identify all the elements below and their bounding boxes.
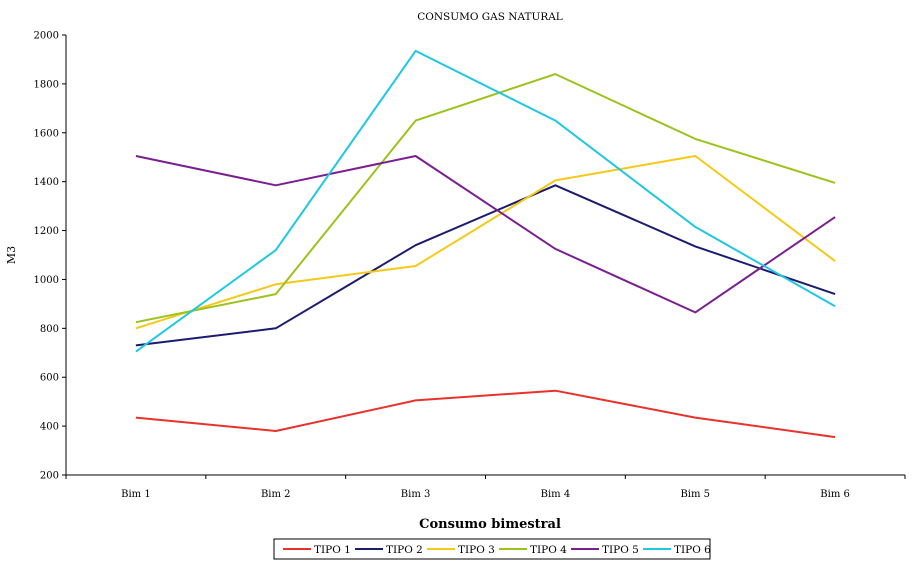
series-line-tipo-4 bbox=[135, 73, 836, 324]
y-tick-label: 800 bbox=[40, 324, 59, 335]
x-tick-label: Bim 4 bbox=[541, 489, 571, 500]
x-tick-label: Bim 3 bbox=[401, 489, 431, 500]
legend: TIPO 1 TIPO 2 TIPO 3 TIPO 4 TIPO 5 TIPO 6 bbox=[273, 538, 711, 560]
y-axis-ticks: 200 400 600 800 1000 1200 1400 1600 1800 2000 bbox=[34, 31, 66, 482]
y-tick-label: 200 bbox=[40, 471, 59, 482]
x-axis-label: Consumo bimestral bbox=[419, 517, 561, 532]
x-axis-ticks: Bim 1 Bim 2 Bim 3 Bim 4 Bim 5 Bim 6 bbox=[65, 475, 906, 500]
legend-box bbox=[273, 538, 711, 560]
legend-label: TIPO 5 bbox=[602, 544, 639, 556]
y-tick-label: 1200 bbox=[34, 226, 59, 237]
chart-title: CONSUMO GAS NATURAL bbox=[417, 11, 563, 23]
legend-label: TIPO 6 bbox=[674, 544, 711, 556]
series-line-tipo-3 bbox=[135, 155, 836, 330]
y-tick-label: 1000 bbox=[34, 275, 59, 286]
series-line-tipo-1 bbox=[135, 389, 836, 439]
y-tick-label: 600 bbox=[40, 373, 59, 384]
y-axis-label: M3 bbox=[5, 246, 18, 264]
series-line-tipo-2 bbox=[135, 184, 836, 347]
x-tick-label: Bim 2 bbox=[261, 489, 291, 500]
y-tick-label: 2000 bbox=[34, 31, 59, 42]
legend-label: TIPO 3 bbox=[458, 544, 495, 556]
x-tick-label: Bim 1 bbox=[121, 489, 151, 500]
y-tick-label: 1400 bbox=[34, 177, 59, 188]
legend-label: TIPO 2 bbox=[386, 544, 423, 556]
series-line-tipo-6 bbox=[135, 49, 836, 353]
series-lines bbox=[135, 49, 836, 439]
y-tick-label: 1600 bbox=[34, 128, 59, 139]
y-tick-label: 1800 bbox=[34, 79, 59, 90]
x-tick-label: Bim 6 bbox=[820, 489, 850, 500]
legend-label: TIPO 1 bbox=[314, 544, 351, 556]
legend-label: TIPO 4 bbox=[530, 544, 567, 556]
y-tick-label: 400 bbox=[40, 422, 59, 433]
x-tick-label: Bim 5 bbox=[680, 489, 710, 500]
series-line-tipo-5 bbox=[135, 155, 836, 314]
